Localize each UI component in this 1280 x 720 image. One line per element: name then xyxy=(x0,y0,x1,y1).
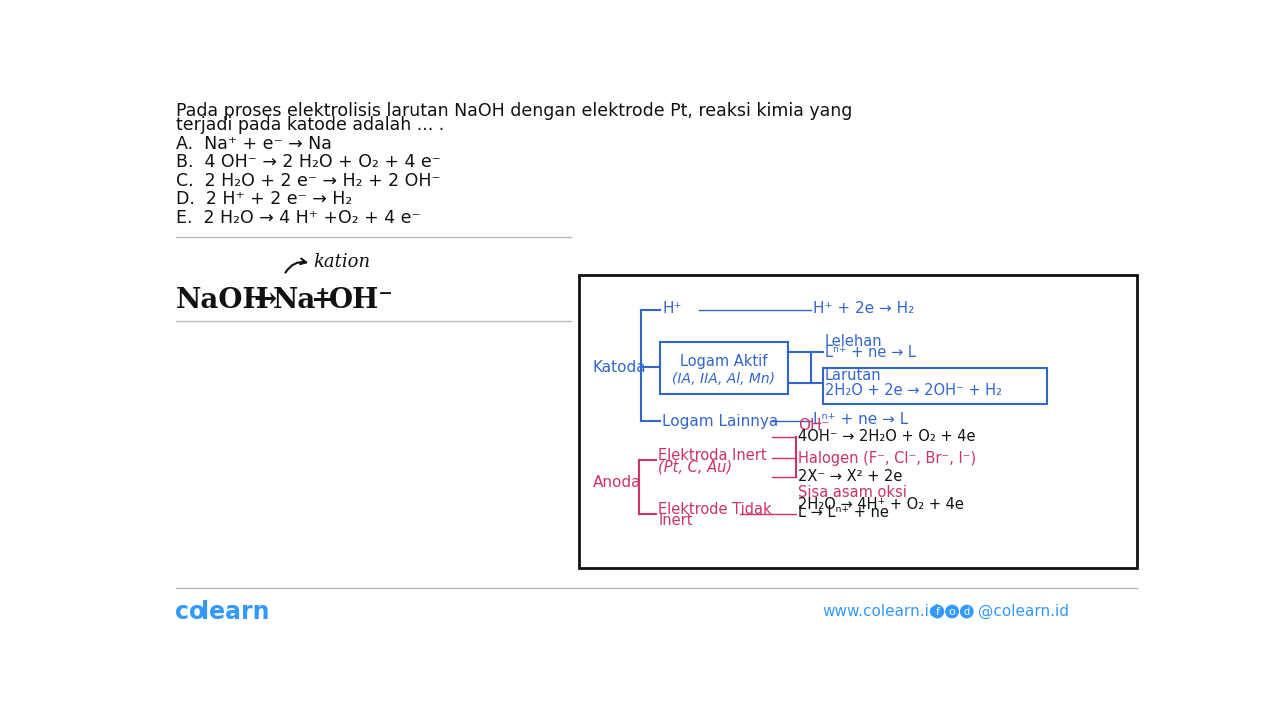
Bar xyxy=(660,342,787,395)
Text: Logam Lainnya: Logam Lainnya xyxy=(662,414,778,429)
Text: Inert: Inert xyxy=(658,513,692,528)
Text: +: + xyxy=(311,287,334,314)
Text: Sisa asam oksi: Sisa asam oksi xyxy=(797,485,906,500)
Text: Halogen (F⁻, Cl⁻, Br⁻, I⁻): Halogen (F⁻, Cl⁻, Br⁻, I⁻) xyxy=(797,451,975,466)
Circle shape xyxy=(946,606,959,618)
Text: D.  2 H⁺ + 2 e⁻ → H₂: D. 2 H⁺ + 2 e⁻ → H₂ xyxy=(175,190,352,208)
Text: @colearn.id: @colearn.id xyxy=(978,604,1069,619)
Text: (IA, IIA, Al, Mn): (IA, IIA, Al, Mn) xyxy=(672,372,776,386)
Text: B.  4 OH⁻ → 2 H₂O + O₂ + 4 e⁻: B. 4 OH⁻ → 2 H₂O + O₂ + 4 e⁻ xyxy=(175,153,440,171)
Text: H⁺: H⁺ xyxy=(662,301,682,315)
Text: L → Lⁿ⁺ + ne: L → Lⁿ⁺ + ne xyxy=(797,505,888,520)
Text: Pada proses elektrolisis larutan NaOH dengan elektrode Pt, reaksi kimia yang: Pada proses elektrolisis larutan NaOH de… xyxy=(175,102,852,120)
Text: E.  2 H₂O → 4 H⁺ +O₂ + 4 e⁻: E. 2 H₂O → 4 H⁺ +O₂ + 4 e⁻ xyxy=(175,209,420,227)
Circle shape xyxy=(931,606,943,618)
Text: OH⁻: OH⁻ xyxy=(329,287,394,314)
Circle shape xyxy=(960,606,973,618)
Text: learn: learn xyxy=(201,600,270,624)
Text: co: co xyxy=(175,600,206,624)
Text: Anoda: Anoda xyxy=(593,475,641,490)
Text: C.  2 H₂O + 2 e⁻ → H₂ + 2 OH⁻: C. 2 H₂O + 2 e⁻ → H₂ + 2 OH⁻ xyxy=(175,172,440,190)
Text: Na⁺: Na⁺ xyxy=(273,287,330,314)
Text: Lelehan: Lelehan xyxy=(824,334,883,348)
Text: 2X⁻ → X² + 2e: 2X⁻ → X² + 2e xyxy=(797,469,902,485)
Text: A.  Na⁺ + e⁻ → Na: A. Na⁺ + e⁻ → Na xyxy=(175,135,332,153)
Text: →: → xyxy=(253,287,276,314)
Text: Elektrode Tidak: Elektrode Tidak xyxy=(658,502,772,517)
Bar xyxy=(579,275,1137,567)
Text: o: o xyxy=(948,606,955,616)
Text: Lⁿ⁺ + ne → L: Lⁿ⁺ + ne → L xyxy=(824,345,915,359)
Text: Elektroda Inert: Elektroda Inert xyxy=(658,448,767,463)
Text: 2H₂O + 2e → 2OH⁻ + H₂: 2H₂O + 2e → 2OH⁻ + H₂ xyxy=(824,383,1002,398)
Text: f: f xyxy=(936,606,940,616)
Text: 2H₂O → 4H⁺ + O₂ + 4e: 2H₂O → 4H⁺ + O₂ + 4e xyxy=(797,497,964,512)
Text: (Pt, C, Au): (Pt, C, Au) xyxy=(658,459,732,474)
Text: Katoda: Katoda xyxy=(593,360,646,375)
Text: terjadi pada katode adalah ... .: terjadi pada katode adalah ... . xyxy=(175,117,444,135)
Text: NaOH: NaOH xyxy=(175,287,269,314)
Text: Logam Aktif: Logam Aktif xyxy=(680,354,768,369)
Text: OH⁻: OH⁻ xyxy=(797,418,829,433)
Text: H⁺ + 2e → H₂: H⁺ + 2e → H₂ xyxy=(813,301,915,315)
Text: d: d xyxy=(964,606,970,616)
Bar xyxy=(823,368,1047,404)
Text: www.colearn.id: www.colearn.id xyxy=(823,604,940,619)
Text: Lⁿ⁺ + ne → L: Lⁿ⁺ + ne → L xyxy=(813,413,909,427)
Text: 4OH⁻ → 2H₂O + O₂ + 4e: 4OH⁻ → 2H₂O + O₂ + 4e xyxy=(797,429,975,444)
Text: Larutan: Larutan xyxy=(824,368,882,382)
Text: kation: kation xyxy=(314,253,371,271)
